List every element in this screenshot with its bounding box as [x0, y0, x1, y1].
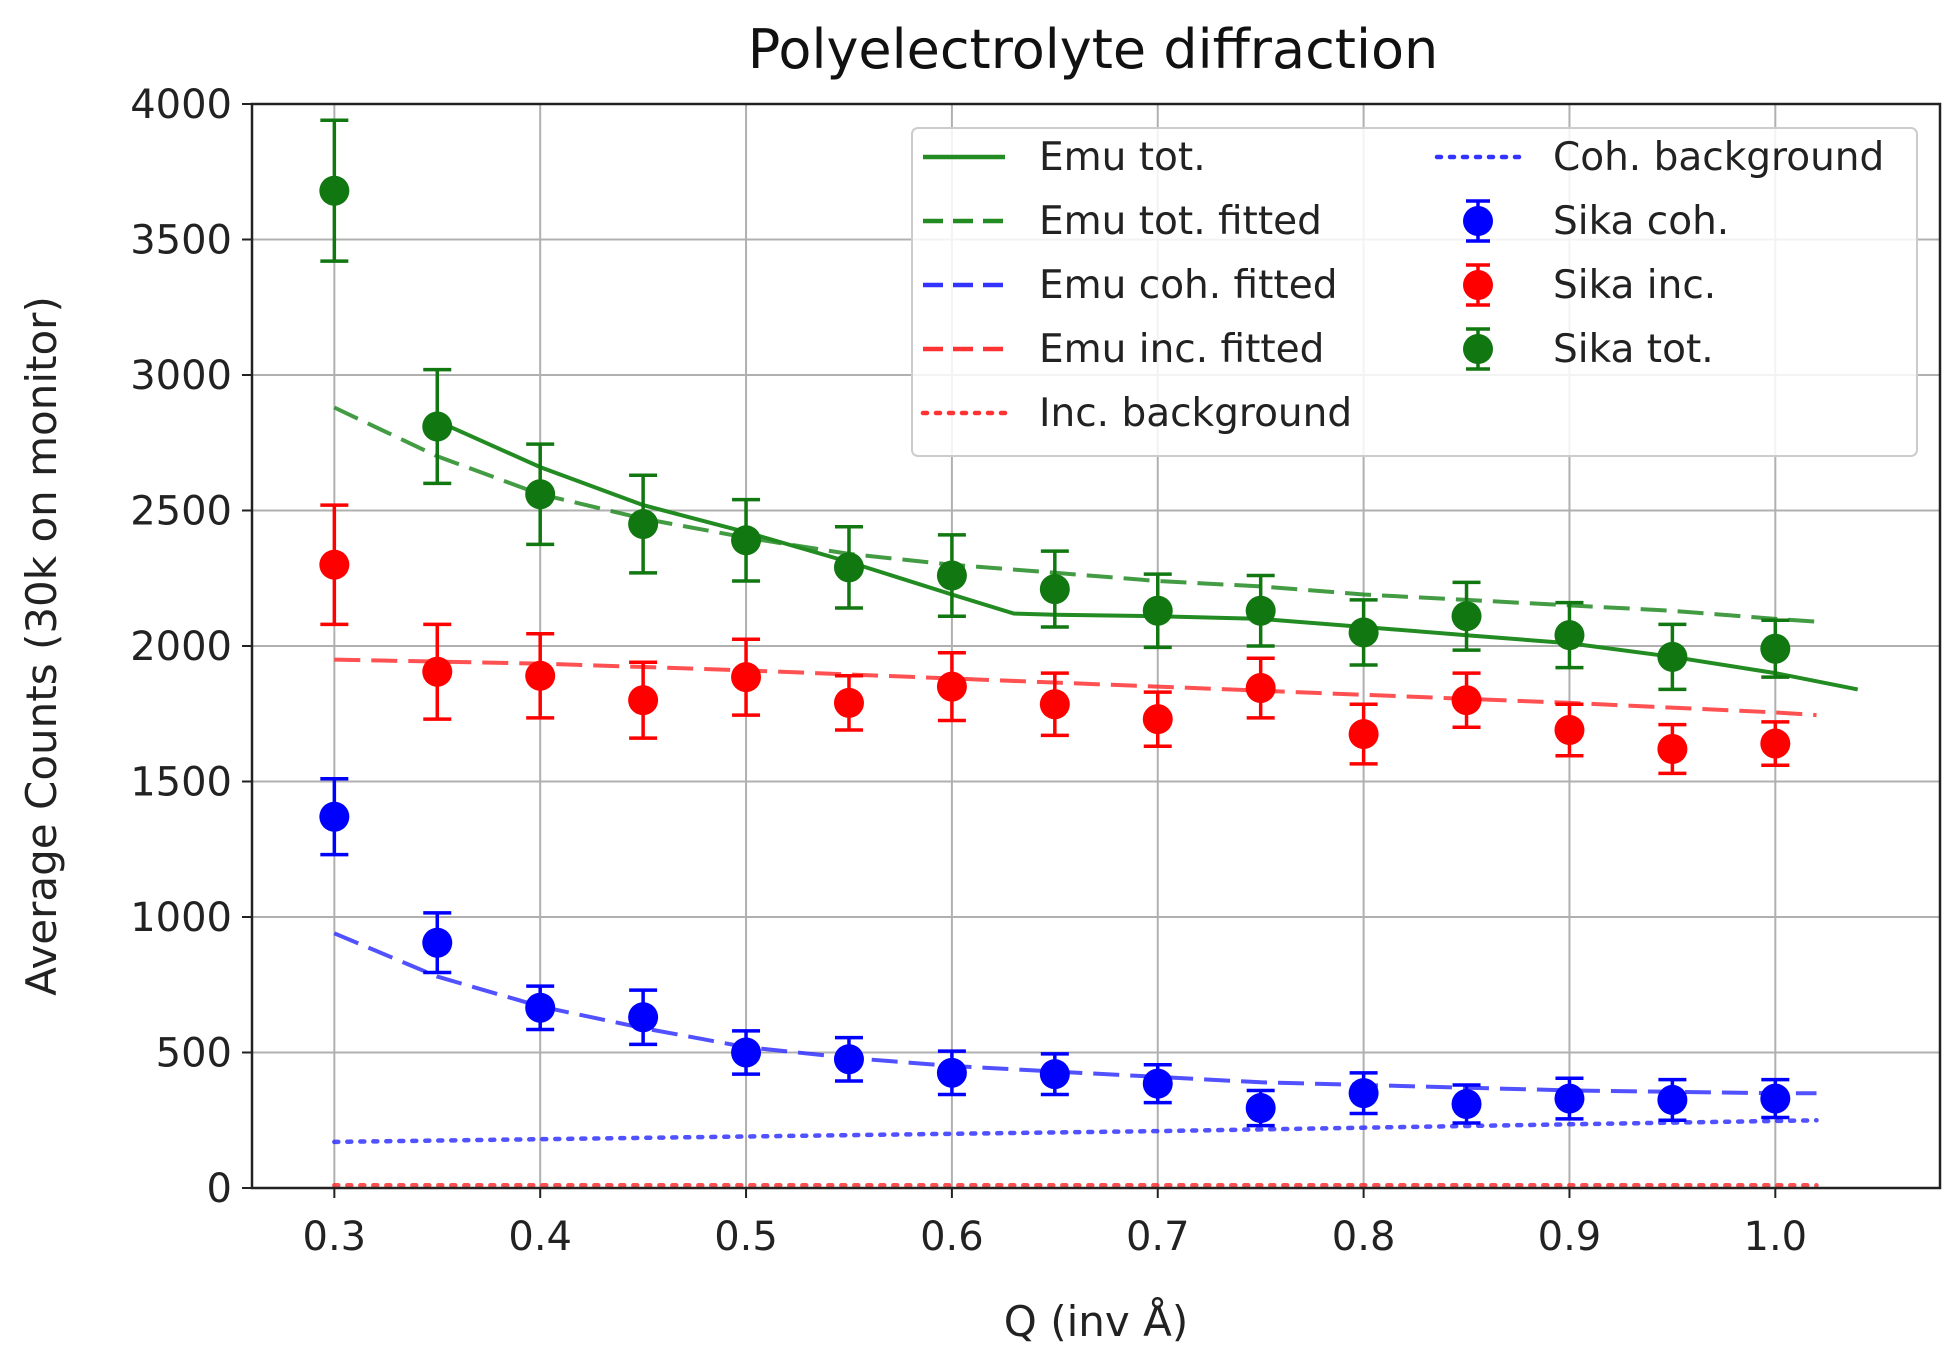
legend-item-sika-tot: Sika tot.: [1463, 327, 1714, 372]
y-tick-label: 2500: [130, 489, 232, 535]
point-sika-coh: [1245, 1093, 1276, 1124]
series-points: [319, 118, 1791, 1128]
y-tick-label: 1000: [130, 895, 232, 941]
point-sika-inc: [1760, 728, 1791, 759]
point-sika-tot: [1657, 641, 1688, 672]
point-sika-coh: [1554, 1083, 1585, 1114]
line-emu-inc-fitted: [334, 657, 1817, 718]
x-tick-label: 0.8: [1332, 1214, 1396, 1260]
point-sika-coh: [1760, 1083, 1791, 1114]
point-sika-tot: [731, 525, 762, 556]
point-sika-tot: [525, 479, 556, 510]
y-tick-label: 1500: [130, 760, 232, 806]
point-sika-tot: [319, 175, 350, 206]
point-sika-inc: [1657, 733, 1688, 764]
point-sika-inc: [731, 662, 762, 693]
point-sika-coh: [1348, 1078, 1379, 1109]
point-sika-coh: [319, 801, 350, 832]
x-tick-label: 0.5: [714, 1214, 778, 1260]
point-sika-coh: [525, 992, 556, 1023]
point-sika-inc: [936, 671, 967, 702]
point-sika-coh: [1142, 1068, 1173, 1099]
point-sika-tot: [1554, 620, 1585, 651]
axis-ticks: 0.3 0.4 0.5 0.6 0.7 0.8 0.9 1.0 0 500 1000 1500 2000…: [130, 82, 1807, 1260]
point-sika-inc: [628, 685, 659, 716]
point-sika-coh: [731, 1037, 762, 1068]
point-sika-tot: [936, 560, 967, 591]
point-sika-coh: [422, 927, 453, 958]
line-emu-tot: [436, 419, 1859, 692]
point-sika-inc: [525, 660, 556, 691]
point-sika-inc: [319, 549, 350, 580]
x-tick-label: 1.0: [1744, 1214, 1808, 1260]
point-sika-inc: [833, 687, 864, 718]
x-tick-label: 0.3: [303, 1214, 367, 1260]
x-tick-label: 0.7: [1126, 1214, 1190, 1260]
legend-swatch-marker: [1463, 334, 1493, 364]
legend-label: Inc. background: [1039, 391, 1352, 436]
x-tick-label: 0.9: [1538, 1214, 1602, 1260]
legend-item-emu-coh-fitted: Emu coh. fitted: [923, 263, 1337, 308]
legend-label: Emu inc. fitted: [1039, 327, 1324, 372]
point-sika-tot: [1348, 617, 1379, 648]
point-sika-coh: [1039, 1059, 1070, 1090]
y-tick-label: 2000: [130, 624, 232, 670]
legend-item-emu-tot: Emu tot.: [923, 135, 1206, 180]
line-emu-coh-fitted: [333, 931, 1817, 1096]
legend: Emu tot. Emu tot. fitted Emu coh. fitted Em…: [911, 127, 1918, 457]
x-axis-title: Q (inv Å): [1004, 1296, 1188, 1346]
y-tick-label: 500: [156, 1031, 232, 1077]
point-sika-tot: [1760, 633, 1791, 664]
point-sika-tot: [1039, 574, 1070, 605]
point-sika-coh: [628, 1002, 659, 1033]
legend-label: Sika inc.: [1553, 263, 1716, 308]
point-sika-tot: [833, 552, 864, 583]
point-sika-inc: [422, 656, 453, 687]
point-sika-tot: [422, 411, 453, 442]
y-tick-label: 4000: [130, 82, 232, 128]
legend-item-emu-inc-fitted: Emu inc. fitted: [923, 327, 1324, 372]
y-tick-label: 3000: [130, 353, 232, 399]
legend-label: Emu coh. fitted: [1039, 263, 1337, 308]
point-sika-tot: [628, 509, 659, 540]
legend-item-emu-tot-fitted: Emu tot. fitted: [923, 199, 1322, 244]
legend-item-sika-coh: Sika coh.: [1463, 199, 1729, 244]
legend-box: [911, 127, 1918, 457]
point-sika-tot: [1245, 595, 1276, 626]
legend-item-sika-inc: Sika inc.: [1463, 263, 1716, 308]
legend-label: Sika tot.: [1553, 327, 1714, 372]
y-tick-label: 0: [207, 1166, 232, 1212]
x-tick-label: 0.4: [508, 1214, 572, 1260]
legend-label: Emu tot. fitted: [1039, 199, 1322, 244]
point-sika-coh: [1657, 1084, 1688, 1115]
y-axis-title: Average Counts (30k on monitor): [17, 296, 66, 996]
legend-label: Emu tot.: [1039, 135, 1206, 180]
legend-swatch-marker: [1463, 270, 1493, 300]
line-emu-tot-fitted: [333, 405, 1817, 624]
point-sika-coh: [833, 1044, 864, 1075]
point-sika-inc: [1245, 673, 1276, 704]
point-sika-inc: [1142, 704, 1173, 735]
legend-label: Sika coh.: [1553, 199, 1729, 244]
legend-label: Coh. background: [1553, 135, 1884, 180]
legend-item-coh-background: Coh. background: [1434, 135, 1884, 180]
point-sika-tot: [1451, 601, 1482, 632]
x-tick-label: 0.6: [920, 1214, 984, 1260]
point-sika-inc: [1451, 685, 1482, 716]
line-coh-background: [332, 1118, 1819, 1145]
point-sika-coh: [1451, 1088, 1482, 1119]
y-tick-label: 3500: [130, 218, 232, 264]
point-sika-coh: [936, 1057, 967, 1088]
chart-title: Polyelectrolyte diffraction: [748, 18, 1438, 81]
legend-swatch-marker: [1463, 206, 1493, 236]
point-sika-tot: [1142, 595, 1173, 626]
point-sika-inc: [1554, 715, 1585, 746]
legend-item-inc-background: Inc. background: [920, 391, 1352, 436]
point-sika-inc: [1039, 689, 1070, 720]
point-sika-inc: [1348, 719, 1379, 750]
series-lines: [332, 405, 1859, 1188]
